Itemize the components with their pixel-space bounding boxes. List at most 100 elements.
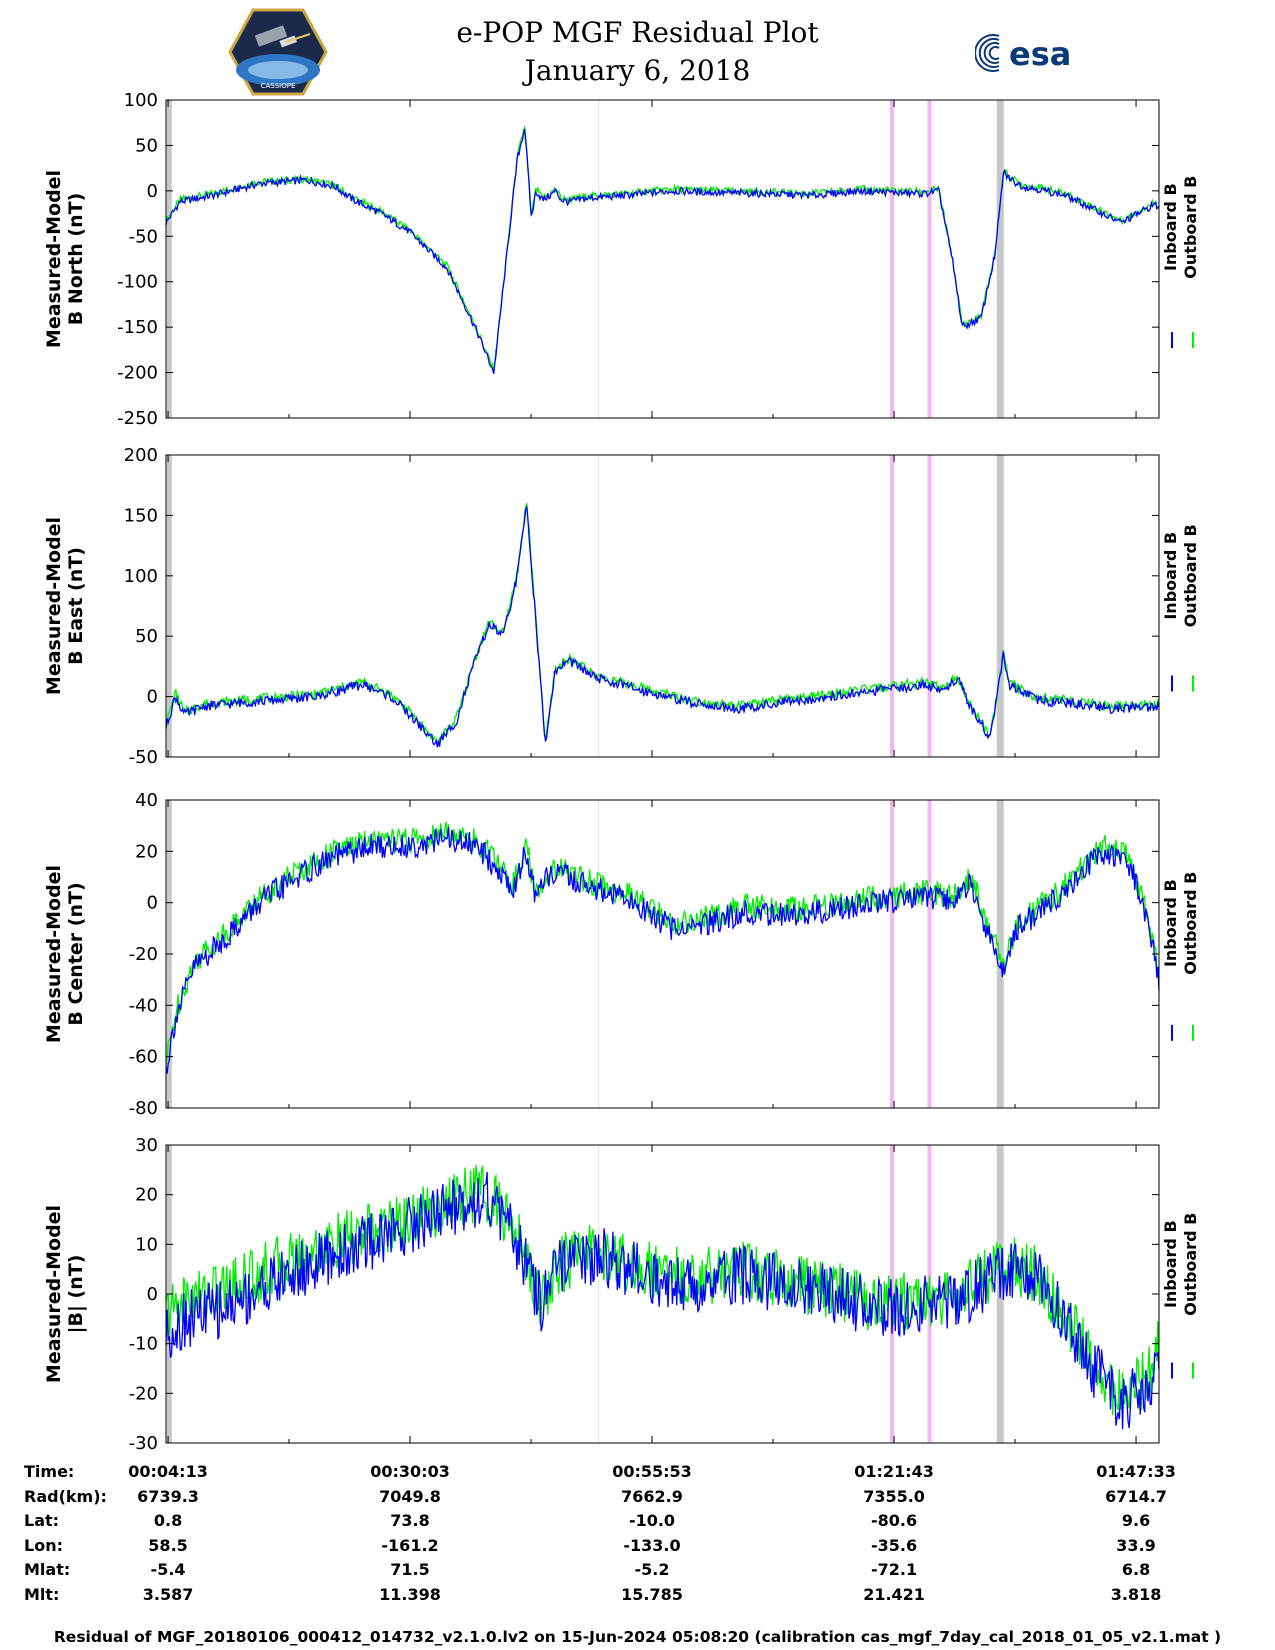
y-tick-label: 100: [124, 90, 158, 111]
orbit-info-table: Time: Rad(km): Lat: Lon: Mlat: Mlt: 00:04:13 67…: [0, 1462, 1275, 1612]
info-cell: 01:21:43: [854, 1462, 934, 1481]
gray-marker-band: [996, 455, 1004, 757]
info-cell: 33.9: [1116, 1535, 1156, 1555]
info-row-label: Mlat:: [24, 1560, 71, 1579]
info-cell: -5.4: [150, 1560, 186, 1579]
y-tick-label: 0: [147, 687, 158, 708]
y-tick-label: 50: [135, 626, 158, 647]
info-cell: 01:47:33: [1096, 1462, 1176, 1481]
y-axis-label: Measured-ModelB North (nT): [43, 170, 87, 348]
info-row-label: Lat:: [24, 1511, 60, 1530]
info-cell: 58.5: [148, 1535, 188, 1555]
info-cell: -10.0: [628, 1511, 676, 1530]
y-axis-label-line-2: B North (nT): [65, 193, 87, 326]
info-cell: -80.6: [871, 1511, 918, 1530]
plot-frame: [165, 99, 1160, 419]
info-cell: -161.2: [381, 1535, 439, 1555]
info-cell: 7355.0: [863, 1486, 925, 1506]
y-axis-label-line-2: B Center (nT): [65, 882, 87, 1025]
gray-marker-band: [166, 455, 172, 757]
info-cell: 00:30:03: [370, 1462, 450, 1481]
legend-outboard-label: Outboard B: [1181, 176, 1200, 279]
y-axis-label: Measured-ModelB Center (nT): [43, 865, 87, 1043]
y-tick-label: -150: [117, 317, 158, 338]
y-tick-label: -30: [129, 1433, 158, 1454]
y-tick-label: 30: [135, 1135, 158, 1156]
legend-labels: Inboard BOutboard B: [1161, 524, 1200, 627]
y-tick-label: -10: [129, 1334, 158, 1355]
y-tick-label: 0: [147, 1284, 158, 1305]
y-axis-label-line-1: Measured-Model: [43, 865, 65, 1043]
info-cell: 7662.9: [621, 1486, 683, 1506]
plot-frame: [165, 454, 1160, 758]
y-axis-label: Measured-Model|B| (nT): [43, 1205, 87, 1383]
legend-labels: Inboard BOutboard B: [1161, 1213, 1200, 1316]
y-tick-label: 200: [124, 445, 158, 466]
pink-marker-band: [927, 800, 932, 1108]
y-tick-label: -200: [117, 363, 158, 384]
panel-4: 30 20 10 0 -10 -20 -30 Measured-Model|B| (nT) In…: [43, 1135, 1200, 1454]
panel-2: 200 150 100 50 0 -50 Measured-ModelB East (nT)…: [43, 445, 1200, 768]
y-tick-label: 10: [135, 1234, 158, 1255]
legend-inboard-label: Inboard B: [1161, 183, 1180, 271]
info-row-label: Time:: [24, 1462, 75, 1481]
panel-3: 40 20 0 -20 -40 -60 -80 Measured-ModelB Center …: [43, 790, 1200, 1119]
outboard-series-line: [165, 125, 1160, 374]
y-tick-label: 150: [124, 505, 158, 526]
info-cell: 00:55:53: [612, 1462, 692, 1481]
legend-inboard-label: Inboard B: [1161, 1220, 1180, 1308]
inboard-series-line: [165, 827, 1160, 1074]
y-tick-label: -100: [117, 272, 158, 293]
info-cell: -72.1: [871, 1560, 918, 1579]
cassiope-logo-text: CASSIOPE: [261, 82, 296, 90]
info-cell: 3.818: [1110, 1584, 1162, 1604]
y-axis-label-line-1: Measured-Model: [43, 1205, 65, 1383]
info-cell: 11.398: [379, 1584, 441, 1604]
outboard-series-line: [165, 821, 1160, 1065]
inboard-series-line: [165, 1171, 1160, 1430]
info-cell: 00:04:13: [128, 1462, 208, 1481]
cassiope-logo: CASSIOPE: [228, 8, 328, 96]
title-line-2: January 6, 2018: [524, 54, 751, 87]
y-tick-label: -40: [129, 995, 158, 1016]
y-tick-label: 0: [147, 181, 158, 202]
info-cell: 0.8: [153, 1511, 183, 1530]
y-tick-label: -250: [117, 408, 158, 429]
y-tick-label: -20: [129, 1383, 158, 1404]
pink-marker-band: [890, 100, 895, 418]
info-cell: 71.5: [390, 1560, 430, 1579]
pink-marker-band: [890, 1145, 895, 1443]
y-tick-label: 20: [135, 1185, 158, 1206]
legend-outboard-label: Outboard B: [1181, 1213, 1200, 1316]
info-cell: -35.6: [871, 1535, 918, 1555]
y-axis-label: Measured-ModelB East (nT): [43, 517, 87, 695]
info-row-label: Rad(km):: [24, 1486, 107, 1506]
gray-marker-band: [166, 100, 172, 418]
esa-logo-text: esa: [1009, 35, 1071, 73]
inboard-series-line: [165, 128, 1160, 374]
info-cell: -133.0: [623, 1535, 681, 1555]
legend-labels: Inboard BOutboard B: [1161, 872, 1200, 975]
inboard-series-line: [165, 505, 1160, 748]
y-tick-label: -50: [129, 747, 158, 768]
panel-1: 100 50 0 -50 -100 -150 -200 -250 Measured-ModelB…: [43, 90, 1200, 429]
legend-inboard-label: Inboard B: [1161, 532, 1180, 620]
y-axis-label-line-1: Measured-Model: [43, 517, 65, 695]
info-cell: 3.587: [142, 1584, 194, 1604]
footer-caption: Residual of MGF_20180106_000412_014732_v…: [53, 1628, 1222, 1646]
pink-marker-band: [927, 455, 932, 757]
outboard-series-line: [165, 503, 1160, 746]
y-tick-label: 0: [147, 893, 158, 914]
info-cell: 9.6: [1121, 1511, 1151, 1530]
info-row-label: Lon:: [24, 1535, 63, 1555]
gray-marker-band: [996, 100, 1004, 418]
y-tick-label: -50: [129, 226, 158, 247]
y-tick-label: 20: [135, 841, 158, 862]
legend-inboard-label: Inboard B: [1161, 879, 1180, 967]
info-cell: 6714.7: [1105, 1486, 1167, 1506]
info-row-label: Mlt:: [24, 1584, 60, 1604]
legend-labels: Inboard BOutboard B: [1161, 176, 1200, 279]
y-tick-label: 100: [124, 566, 158, 587]
info-cell: 7049.8: [379, 1486, 441, 1506]
